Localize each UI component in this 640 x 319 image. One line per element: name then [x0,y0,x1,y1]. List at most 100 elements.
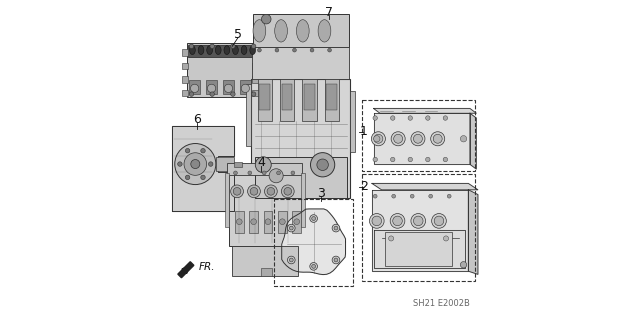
Bar [362,174,475,281]
Circle shape [328,48,332,52]
Bar [258,78,272,121]
Circle shape [426,116,430,120]
Circle shape [334,258,338,262]
Bar [259,84,270,110]
Bar [232,246,298,276]
Circle shape [390,214,405,228]
Bar [182,76,188,83]
Circle shape [413,216,423,226]
Circle shape [255,157,271,173]
Circle shape [310,48,314,52]
Polygon shape [374,231,465,268]
Bar [223,80,234,94]
Circle shape [248,171,252,175]
Polygon shape [178,262,194,278]
Ellipse shape [224,46,230,55]
Circle shape [184,153,207,175]
Circle shape [332,256,340,264]
Circle shape [201,175,205,180]
Bar [252,63,259,69]
Circle shape [294,219,300,225]
Polygon shape [468,190,478,274]
Bar [182,49,188,56]
Bar [253,14,349,48]
Ellipse shape [318,20,331,42]
Bar [216,157,234,171]
Circle shape [392,194,396,198]
Ellipse shape [198,46,204,55]
Circle shape [267,188,275,195]
Circle shape [388,236,394,241]
Circle shape [189,44,194,48]
Ellipse shape [296,20,309,42]
Circle shape [284,188,292,195]
Ellipse shape [232,46,238,55]
Bar [249,211,258,233]
Ellipse shape [189,46,195,55]
Circle shape [334,226,338,230]
Polygon shape [374,108,476,113]
Circle shape [393,216,403,226]
Circle shape [282,185,294,198]
Circle shape [371,132,385,146]
Circle shape [291,171,295,175]
Text: 1: 1 [360,125,368,138]
Circle shape [265,219,271,225]
Ellipse shape [207,46,212,55]
Circle shape [408,157,413,162]
Circle shape [269,169,283,183]
Circle shape [262,14,271,24]
Circle shape [310,215,317,222]
Circle shape [411,132,425,146]
Circle shape [391,132,405,146]
Circle shape [433,134,442,143]
Circle shape [429,194,433,198]
Text: SH21 E2002B: SH21 E2002B [413,299,470,308]
Bar [225,173,229,227]
Circle shape [310,153,335,177]
Bar [206,80,218,94]
Circle shape [276,171,280,175]
Bar [246,84,252,146]
Circle shape [241,84,250,93]
Circle shape [252,44,256,48]
Bar [264,211,273,233]
Bar [239,80,251,94]
Ellipse shape [275,20,287,42]
Bar [292,211,301,233]
Bar [234,161,242,167]
Polygon shape [372,183,478,190]
Circle shape [390,116,395,120]
Text: 7: 7 [325,6,333,19]
Circle shape [289,226,293,230]
Circle shape [434,216,444,226]
Ellipse shape [241,46,247,55]
Circle shape [280,219,285,225]
Circle shape [178,162,182,166]
Circle shape [230,92,235,96]
Bar [252,49,259,56]
Circle shape [394,134,403,143]
Circle shape [431,214,446,228]
Circle shape [408,116,413,120]
Circle shape [201,148,205,153]
Bar [304,84,315,110]
Bar [303,78,317,121]
Text: 4: 4 [257,156,265,169]
Bar [252,47,349,78]
Circle shape [236,219,242,225]
Text: 6: 6 [193,113,201,126]
Circle shape [373,194,377,198]
Bar [255,157,347,198]
Circle shape [460,262,467,268]
Circle shape [210,44,214,48]
Bar [385,232,452,266]
Text: 2: 2 [360,180,368,193]
Circle shape [426,157,430,162]
Bar [252,90,259,96]
Circle shape [332,224,340,232]
Circle shape [287,256,295,264]
Circle shape [292,48,296,52]
Polygon shape [172,126,234,211]
Bar [235,211,244,233]
